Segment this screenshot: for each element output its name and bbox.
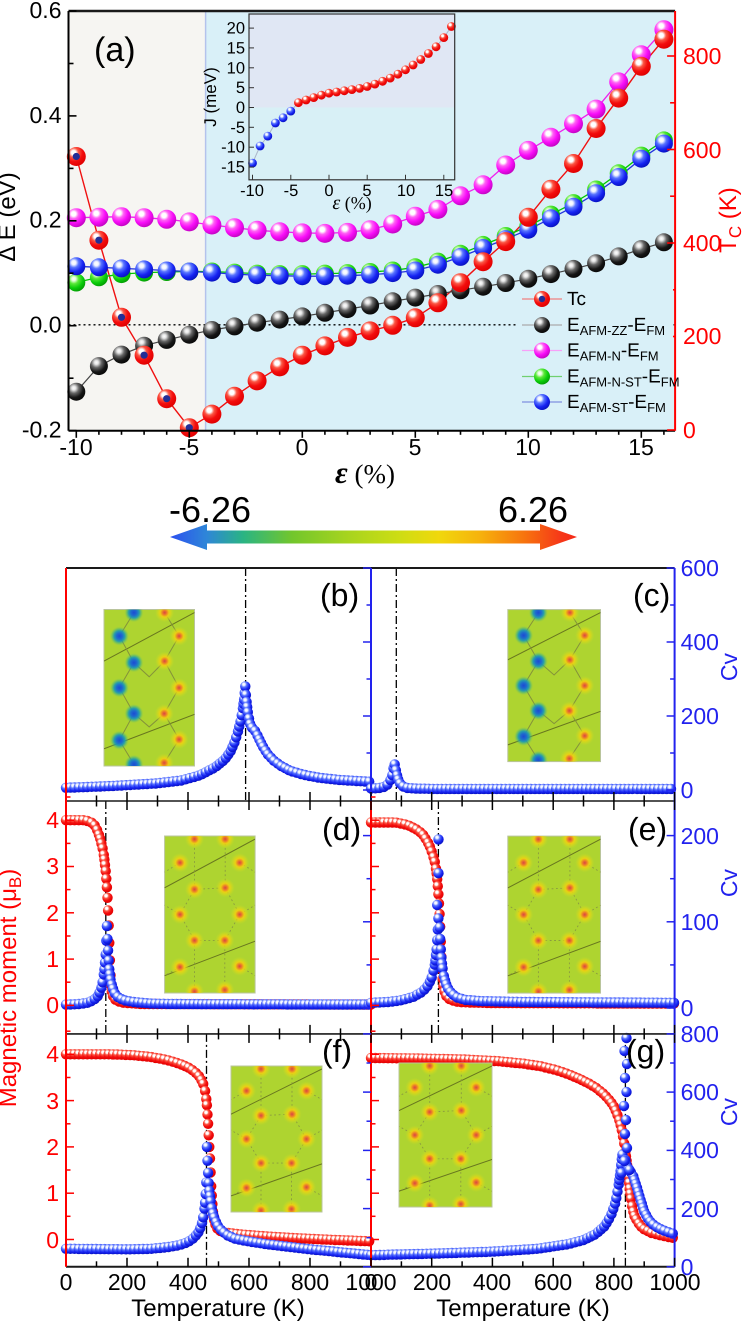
svg-text:(e): (e) <box>628 811 667 847</box>
svg-text:-5: -5 <box>230 119 245 137</box>
svg-text:-5: -5 <box>179 434 199 460</box>
svg-text:4: 4 <box>46 807 59 833</box>
svg-text:400: 400 <box>681 1137 719 1163</box>
svg-text:0: 0 <box>296 434 309 460</box>
svg-text:6.26: 6.26 <box>498 489 568 530</box>
svg-text:Magnetic moment (μB): Magnetic moment (μB) <box>0 869 25 1108</box>
svg-text:-10: -10 <box>240 182 264 200</box>
svg-text:0.0: 0.0 <box>30 312 62 338</box>
svg-text:0: 0 <box>683 417 696 443</box>
svg-text:1000: 1000 <box>649 1269 700 1295</box>
svg-text:400: 400 <box>683 230 721 256</box>
svg-text:100: 100 <box>681 909 719 935</box>
svg-text:ε (%): ε (%) <box>332 192 371 214</box>
svg-text:(g): (g) <box>626 1033 665 1069</box>
svg-text:0: 0 <box>681 777 694 803</box>
svg-text:(c): (c) <box>633 577 670 613</box>
svg-text:5: 5 <box>236 79 245 97</box>
svg-text:0: 0 <box>60 1269 73 1295</box>
svg-text:-0.2: -0.2 <box>22 417 62 443</box>
svg-text:600: 600 <box>681 1079 719 1105</box>
svg-text:Cv: Cv <box>716 868 742 897</box>
svg-text:200: 200 <box>681 1196 719 1222</box>
svg-text:3: 3 <box>46 853 59 879</box>
svg-text:15: 15 <box>435 182 453 200</box>
svg-text:0.4: 0.4 <box>30 102 62 128</box>
svg-text:EAFM-N-ST-EFM: EAFM-N-ST-EFM <box>567 367 680 390</box>
svg-text:800: 800 <box>291 1269 329 1295</box>
svg-text:-10: -10 <box>59 434 92 460</box>
svg-text:400: 400 <box>473 1269 511 1295</box>
svg-text:20: 20 <box>227 20 245 38</box>
svg-text:10: 10 <box>515 434 541 460</box>
svg-text:0: 0 <box>365 1269 378 1295</box>
svg-text:10: 10 <box>227 59 245 77</box>
svg-text:200: 200 <box>413 1269 451 1295</box>
svg-text:4: 4 <box>46 1041 59 1067</box>
svg-text:2: 2 <box>46 900 59 926</box>
svg-text:400: 400 <box>681 629 719 655</box>
svg-text:0.2: 0.2 <box>30 207 62 233</box>
svg-text:TC (K): TC (K) <box>715 187 745 253</box>
svg-text:200: 200 <box>681 823 719 849</box>
svg-text:0: 0 <box>46 992 59 1018</box>
svg-text:Cv: Cv <box>716 652 742 681</box>
svg-text:800: 800 <box>683 43 721 69</box>
svg-text:Tc: Tc <box>567 289 586 310</box>
svg-text:0: 0 <box>324 182 333 200</box>
svg-text:0: 0 <box>681 1254 694 1280</box>
svg-text:600: 600 <box>683 137 721 163</box>
svg-text:(b): (b) <box>320 577 359 613</box>
svg-text:0.6: 0.6 <box>30 0 62 23</box>
svg-text:200: 200 <box>683 323 721 349</box>
svg-text:ε (%): ε (%) <box>335 455 395 490</box>
svg-text:200: 200 <box>681 703 719 729</box>
svg-text:Temperature (K): Temperature (K) <box>436 1295 609 1322</box>
svg-text:5: 5 <box>409 434 422 460</box>
svg-text:(a): (a) <box>94 31 136 69</box>
svg-text:5: 5 <box>362 182 371 200</box>
svg-text:0: 0 <box>681 995 694 1021</box>
svg-text:0: 0 <box>236 99 245 117</box>
svg-text:15: 15 <box>628 434 654 460</box>
svg-text:1000: 1000 <box>345 1269 396 1295</box>
svg-text:15: 15 <box>227 39 245 57</box>
svg-text:-6.26: -6.26 <box>169 489 251 530</box>
svg-text:200: 200 <box>108 1269 146 1295</box>
svg-text:J (meV): J (meV) <box>201 67 220 127</box>
svg-text:400: 400 <box>169 1269 207 1295</box>
svg-text:-15: -15 <box>221 159 245 177</box>
svg-text:800: 800 <box>681 1021 719 1047</box>
svg-text:1: 1 <box>46 946 59 972</box>
svg-text:Δ E (eV): Δ E (eV) <box>0 172 21 261</box>
svg-text:10: 10 <box>397 182 415 200</box>
svg-text:1: 1 <box>46 1180 59 1206</box>
svg-text:Cv: Cv <box>716 1097 742 1126</box>
svg-text:600: 600 <box>534 1269 572 1295</box>
svg-text:600: 600 <box>681 555 719 581</box>
svg-text:Temperature (K): Temperature (K) <box>131 1295 304 1322</box>
svg-text:-5: -5 <box>284 182 299 200</box>
svg-text:(f): (f) <box>322 1033 352 1069</box>
svg-text:(d): (d) <box>322 811 361 847</box>
svg-text:0: 0 <box>46 1227 59 1253</box>
svg-text:3: 3 <box>46 1088 59 1114</box>
svg-text:2: 2 <box>46 1134 59 1160</box>
svg-text:800: 800 <box>595 1269 633 1295</box>
svg-text:600: 600 <box>230 1269 268 1295</box>
svg-text:-10: -10 <box>221 139 245 157</box>
